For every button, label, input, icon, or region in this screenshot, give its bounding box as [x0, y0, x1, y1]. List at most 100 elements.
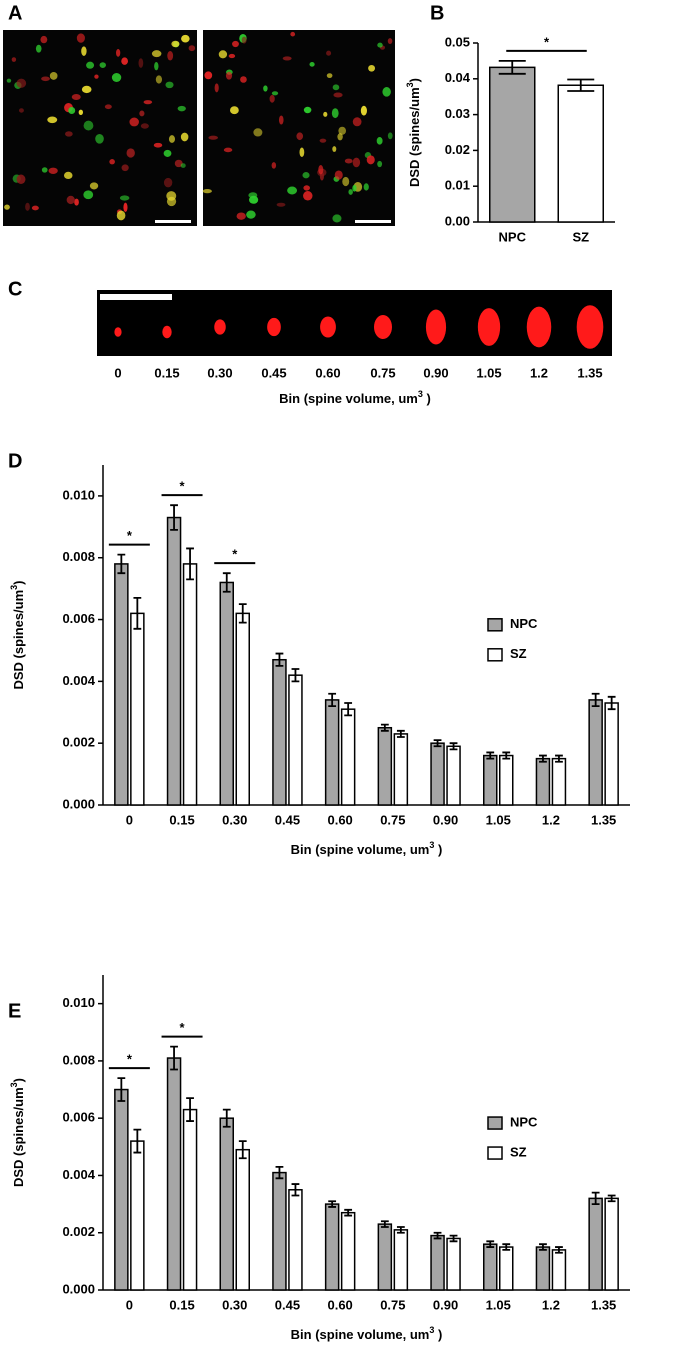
scale-bar	[100, 294, 172, 300]
puncta	[368, 64, 376, 72]
error-bar	[344, 1208, 353, 1217]
x-axis-label: Bin (spine volume, um3 )	[291, 840, 443, 857]
puncta	[104, 104, 112, 110]
y-axis-label: DSD (spines/um3)	[9, 1078, 26, 1187]
strip-label: 0.45	[261, 365, 286, 380]
y-tick-label: 0.004	[62, 673, 95, 688]
bar	[235, 1148, 250, 1291]
error-bar	[498, 60, 526, 75]
spine-image	[477, 308, 501, 346]
puncta	[180, 163, 186, 168]
bar	[446, 745, 461, 806]
puncta	[326, 50, 332, 56]
bar	[219, 1117, 234, 1291]
puncta	[366, 155, 375, 165]
puncta	[126, 148, 135, 158]
error-bar	[186, 547, 194, 581]
x-tick-label: 0	[126, 812, 133, 827]
bar	[324, 699, 340, 806]
strip-label: 0	[114, 365, 121, 380]
x-tick-label: 0.45	[275, 812, 300, 827]
y-axis-label-part: DSD (spines/um	[11, 590, 26, 690]
puncta	[363, 183, 369, 191]
bar	[340, 708, 356, 806]
bar	[272, 1171, 287, 1291]
panel-label: C	[8, 278, 22, 300]
scale-bar	[355, 220, 391, 223]
strip-axis-label-part: Bin (spine volume, um	[279, 391, 418, 406]
spine-image	[425, 309, 447, 345]
puncta	[16, 174, 26, 185]
spine-image	[526, 306, 552, 348]
y-tick-label: 0.01	[445, 178, 470, 193]
puncta	[248, 195, 259, 204]
spine-image	[162, 325, 172, 339]
legend-swatch	[487, 648, 503, 662]
spine-image	[320, 316, 336, 338]
puncta	[65, 131, 73, 137]
bar	[483, 1243, 498, 1291]
strip-label: 0.90	[423, 365, 448, 380]
puncta	[74, 198, 79, 206]
scale-bar	[155, 220, 191, 223]
puncta	[271, 162, 277, 169]
puncta	[155, 75, 163, 84]
error-bar	[133, 597, 142, 630]
bar	[557, 84, 604, 223]
error-bar	[291, 1183, 300, 1197]
x-axis-label-part: )	[434, 1327, 442, 1342]
puncta	[94, 74, 99, 79]
puncta	[333, 92, 343, 98]
legend-label: SZ	[510, 1144, 527, 1159]
x-tick-label: SZ	[572, 229, 589, 244]
error-bar	[607, 695, 616, 711]
x-axis-label-part: Bin (spine volume, um	[291, 842, 430, 857]
bar	[551, 757, 567, 806]
x-tick-label: 0.30	[222, 812, 247, 827]
error-bar	[186, 1097, 194, 1122]
puncta	[174, 159, 183, 168]
puncta	[25, 202, 30, 211]
puncta	[68, 107, 76, 115]
puncta	[282, 56, 292, 61]
y-tick-label: 0.006	[62, 1110, 95, 1125]
spine-image	[114, 327, 122, 337]
x-tick-label: 1.2	[542, 1297, 560, 1312]
error-bar	[380, 723, 389, 732]
puncta	[167, 51, 174, 61]
bar	[182, 1108, 198, 1291]
puncta	[303, 185, 310, 191]
panel-label: A	[8, 2, 22, 24]
y-tick-label: 0.002	[62, 735, 95, 750]
puncta	[151, 50, 162, 58]
puncta	[360, 105, 367, 116]
puncta	[202, 188, 212, 194]
puncta	[78, 109, 84, 115]
puncta	[240, 76, 247, 83]
error-bar	[502, 751, 511, 760]
puncta	[163, 177, 173, 188]
bar	[551, 1249, 567, 1291]
puncta	[387, 132, 393, 140]
x-tick-label: 0.45	[275, 1297, 300, 1312]
micrograph	[203, 30, 395, 226]
puncta	[123, 202, 128, 213]
puncta	[204, 71, 213, 80]
bar	[393, 733, 409, 806]
puncta	[352, 184, 357, 192]
x-tick-label: 0.30	[222, 1297, 247, 1312]
puncta	[40, 35, 48, 44]
bar	[430, 1234, 445, 1291]
puncta	[241, 36, 247, 44]
puncta	[344, 158, 353, 164]
error-bar	[328, 692, 337, 707]
error-bar	[238, 603, 247, 624]
bar	[499, 1246, 514, 1291]
puncta	[83, 190, 94, 200]
bar	[114, 1088, 129, 1291]
y-tick-label: 0.000	[62, 1281, 95, 1296]
bar	[182, 563, 198, 806]
error-bar	[117, 1077, 126, 1102]
puncta	[41, 167, 48, 173]
puncta	[99, 62, 106, 68]
